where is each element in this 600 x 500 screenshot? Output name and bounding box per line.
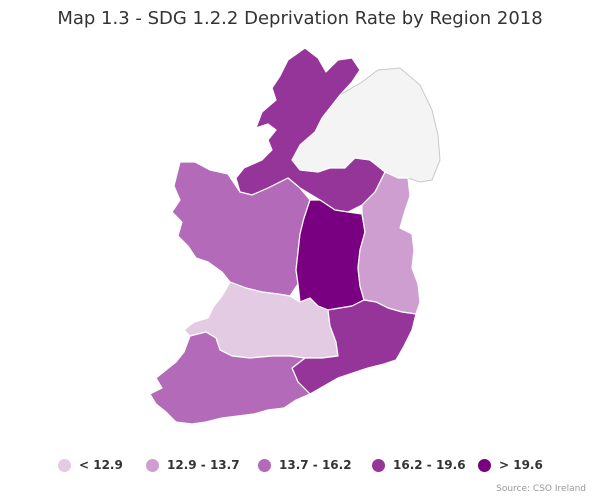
legend-item[interactable]: < 12.9	[58, 458, 123, 472]
legend-swatch-icon	[258, 458, 271, 472]
legend-swatch-icon	[146, 458, 159, 472]
region-west[interactable]	[171, 161, 311, 297]
legend-label: < 12.9	[79, 458, 123, 472]
region-midland[interactable]	[295, 199, 366, 311]
legend-item[interactable]: > 19.6	[478, 458, 543, 472]
legend-label: 16.2 - 19.6	[393, 458, 466, 472]
legend-item[interactable]: 16.2 - 19.6	[372, 458, 466, 472]
legend-swatch-icon	[58, 458, 71, 472]
legend-label: 13.7 - 16.2	[279, 458, 352, 472]
legend-item[interactable]: 12.9 - 13.7	[146, 458, 240, 472]
legend-label: > 19.6	[499, 458, 543, 472]
legend-label: 12.9 - 13.7	[167, 458, 240, 472]
region-southeast[interactable]	[291, 299, 417, 395]
map-title: Map 1.3 - SDG 1.2.2 Deprivation Rate by …	[57, 8, 543, 29]
region-southwest[interactable]	[149, 331, 311, 425]
region-dublin-mideast[interactable]	[357, 171, 421, 315]
legend-swatch-icon	[372, 458, 385, 472]
source-credit: Source: CSO Ireland	[496, 484, 586, 494]
legend-item[interactable]: 13.7 - 16.2	[258, 458, 352, 472]
legend-swatch-icon	[478, 458, 491, 472]
legend: < 12.9 12.9 - 13.7 13.7 - 16.2 16.2 - 19.6 >…	[58, 458, 558, 478]
